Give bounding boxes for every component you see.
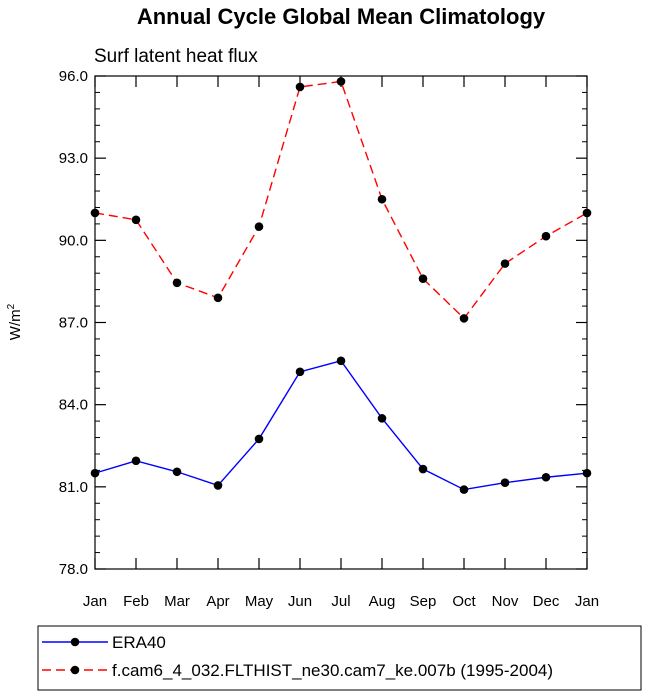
series-0-point xyxy=(172,467,182,477)
x-tick-label: Sep xyxy=(410,593,437,610)
x-tick-label: Feb xyxy=(123,593,149,610)
series-1-point xyxy=(254,222,264,231)
chart-title: Annual Cycle Global Mean Climatology xyxy=(137,4,546,29)
series-1-point xyxy=(377,194,387,204)
series-0-point xyxy=(418,464,428,474)
x-tick-label: Apr xyxy=(206,593,229,610)
series-0-point xyxy=(377,414,387,423)
x-tick-label: Dec xyxy=(533,593,560,610)
series-1-point xyxy=(500,259,510,268)
chart-subtitle: Surf latent heat flux xyxy=(94,46,258,67)
x-tick-label: Jun xyxy=(288,593,312,610)
x-tick-label: Nov xyxy=(492,593,519,610)
series-0-point xyxy=(500,478,510,488)
y-axis-label: W/m2 xyxy=(6,303,24,340)
series-1-point xyxy=(336,77,346,86)
series-1-point xyxy=(418,274,428,283)
series-0-point xyxy=(254,434,264,444)
series-0-point xyxy=(541,472,551,482)
series-1-point xyxy=(295,82,305,92)
x-tick-label: Jan xyxy=(575,593,599,610)
series-0-point xyxy=(459,485,469,494)
x-tick-label: Aug xyxy=(369,593,396,610)
series-0-point xyxy=(295,367,305,377)
series-0-point xyxy=(90,468,100,478)
series-0-point xyxy=(582,468,592,478)
series-1-point xyxy=(131,215,141,225)
series-0-point xyxy=(131,456,141,466)
series-1-point xyxy=(213,293,223,303)
series-1-point xyxy=(582,208,592,218)
series-0-point xyxy=(336,356,346,366)
y-tick-label: 90.0 xyxy=(59,232,88,249)
legend-marker-1 xyxy=(70,665,80,675)
series-1-point xyxy=(90,208,100,218)
y-tick-label: 96.0 xyxy=(59,68,88,85)
ticks-layer: 78.0 81.0 84.0 87.0 90.0 93.0 96.0 Jan Feb Mar Apr… xyxy=(59,68,599,610)
legend: ERA40 f.cam6_4_032.FLTHIST_ne30.cam7_ke.0… xyxy=(42,633,553,680)
x-tick-label: Mar xyxy=(164,593,190,610)
y-tick-label: 93.0 xyxy=(59,150,88,167)
y-tick-label: 78.0 xyxy=(59,561,88,578)
series-line-0 xyxy=(94,360,588,491)
series-1-point xyxy=(541,231,551,241)
series-0-point xyxy=(213,481,223,490)
series-1-point xyxy=(172,278,182,288)
y-tick-label: 87.0 xyxy=(59,315,88,332)
x-tick-label: Jul xyxy=(331,593,350,610)
series-line-1 xyxy=(94,80,588,320)
legend-label-1: f.cam6_4_032.FLTHIST_ne30.cam7_ke.007b (… xyxy=(112,661,553,680)
y-tick-label: 81.0 xyxy=(59,479,88,496)
x-tick-label: May xyxy=(245,593,274,610)
legend-label-0: ERA40 xyxy=(112,633,166,652)
legend-box xyxy=(37,625,642,691)
legend-marker-0 xyxy=(70,637,80,647)
plot-frame xyxy=(94,75,588,570)
svg-text:W/m2: W/m2 xyxy=(6,303,24,340)
y-axis-label-text: W/m xyxy=(7,309,24,340)
x-tick-label: Jan xyxy=(83,593,107,610)
x-tick-label: Oct xyxy=(452,593,476,610)
series-1-point xyxy=(459,314,469,323)
y-tick-label: 84.0 xyxy=(59,397,88,414)
y-axis-label-superscript: 2 xyxy=(6,303,17,309)
series-layer xyxy=(90,77,592,494)
